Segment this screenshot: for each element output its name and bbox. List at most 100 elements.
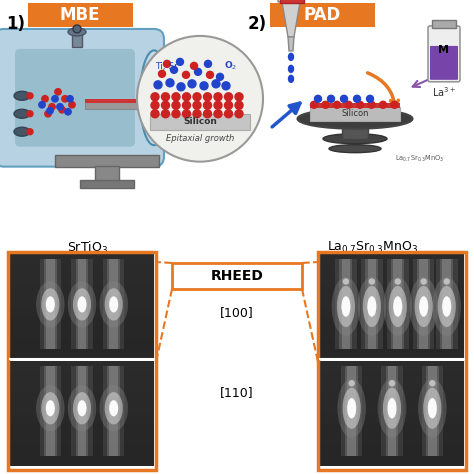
Ellipse shape <box>393 296 402 317</box>
Bar <box>417 259 430 348</box>
Ellipse shape <box>420 278 427 285</box>
Ellipse shape <box>323 134 387 144</box>
Bar <box>10 456 154 466</box>
Bar <box>95 165 119 182</box>
Text: La$_{0.7}$Sr$_{0.3}$MnO$_3$: La$_{0.7}$Sr$_{0.3}$MnO$_3$ <box>328 240 419 255</box>
Circle shape <box>176 58 183 65</box>
Text: SrTiO$_3$: SrTiO$_3$ <box>67 240 109 256</box>
Ellipse shape <box>378 379 406 438</box>
Circle shape <box>222 82 230 90</box>
Bar <box>75 366 89 456</box>
Ellipse shape <box>429 380 436 386</box>
Ellipse shape <box>100 281 128 328</box>
Circle shape <box>310 101 318 108</box>
Ellipse shape <box>68 385 96 431</box>
Bar <box>341 366 363 456</box>
Ellipse shape <box>109 296 118 312</box>
Circle shape <box>151 101 159 109</box>
Bar <box>10 435 154 445</box>
Bar <box>44 259 57 348</box>
Bar <box>387 259 409 348</box>
Ellipse shape <box>347 398 356 419</box>
Ellipse shape <box>36 281 64 328</box>
Bar <box>365 259 378 348</box>
Bar <box>46 366 55 456</box>
Circle shape <box>55 89 61 95</box>
Bar <box>320 445 464 456</box>
Ellipse shape <box>410 277 438 336</box>
Bar <box>361 259 383 348</box>
Text: MBE: MBE <box>60 6 100 24</box>
Bar <box>426 366 439 456</box>
FancyBboxPatch shape <box>172 263 302 289</box>
Ellipse shape <box>337 286 355 327</box>
Bar <box>10 392 154 403</box>
Circle shape <box>39 101 45 108</box>
Ellipse shape <box>357 277 386 336</box>
Bar <box>10 338 154 348</box>
Circle shape <box>225 101 233 109</box>
Bar <box>107 259 120 348</box>
Bar <box>393 259 402 348</box>
Ellipse shape <box>289 65 293 73</box>
Circle shape <box>322 101 329 108</box>
Bar <box>320 403 464 413</box>
Ellipse shape <box>389 286 407 327</box>
Ellipse shape <box>41 288 59 320</box>
Circle shape <box>214 93 222 101</box>
Bar <box>71 366 93 456</box>
Bar <box>10 413 154 424</box>
Bar <box>320 361 464 372</box>
Ellipse shape <box>100 385 128 431</box>
Circle shape <box>203 101 211 109</box>
Bar <box>320 285 464 296</box>
Text: La$_{0.7}$Sr$_{0.3}$MnO$_3$: La$_{0.7}$Sr$_{0.3}$MnO$_3$ <box>395 154 445 164</box>
Bar <box>320 254 464 359</box>
Circle shape <box>391 101 398 108</box>
Circle shape <box>203 110 211 118</box>
Bar <box>320 382 464 392</box>
Bar <box>103 259 125 348</box>
Bar <box>10 361 154 372</box>
Circle shape <box>151 110 159 118</box>
Bar <box>103 366 125 456</box>
Ellipse shape <box>14 91 30 100</box>
Circle shape <box>193 93 201 101</box>
Ellipse shape <box>428 398 437 419</box>
Bar <box>46 259 55 348</box>
Text: La$^{3+}$: La$^{3+}$ <box>432 85 456 99</box>
Circle shape <box>151 93 159 101</box>
Circle shape <box>57 104 63 110</box>
Ellipse shape <box>105 392 123 424</box>
Bar <box>280 0 304 3</box>
Bar <box>75 259 89 348</box>
Circle shape <box>235 93 243 101</box>
Ellipse shape <box>77 400 87 416</box>
Circle shape <box>164 60 171 67</box>
Ellipse shape <box>329 145 381 153</box>
FancyBboxPatch shape <box>28 3 133 27</box>
Circle shape <box>137 36 263 162</box>
Ellipse shape <box>367 296 376 317</box>
Circle shape <box>27 93 33 99</box>
Bar <box>320 424 464 435</box>
Bar <box>442 259 451 348</box>
Ellipse shape <box>343 278 349 285</box>
Circle shape <box>49 104 55 110</box>
Bar <box>109 259 118 348</box>
Ellipse shape <box>289 54 293 60</box>
Bar <box>10 372 154 382</box>
Circle shape <box>380 101 386 108</box>
Bar <box>421 366 443 456</box>
Ellipse shape <box>438 286 456 327</box>
Bar <box>78 259 86 348</box>
Ellipse shape <box>348 380 355 386</box>
Ellipse shape <box>423 388 441 429</box>
Bar <box>85 102 140 109</box>
Circle shape <box>193 101 201 109</box>
Circle shape <box>182 72 190 78</box>
Bar <box>320 264 464 275</box>
Ellipse shape <box>36 385 64 431</box>
Bar <box>345 366 358 456</box>
Circle shape <box>194 68 201 75</box>
